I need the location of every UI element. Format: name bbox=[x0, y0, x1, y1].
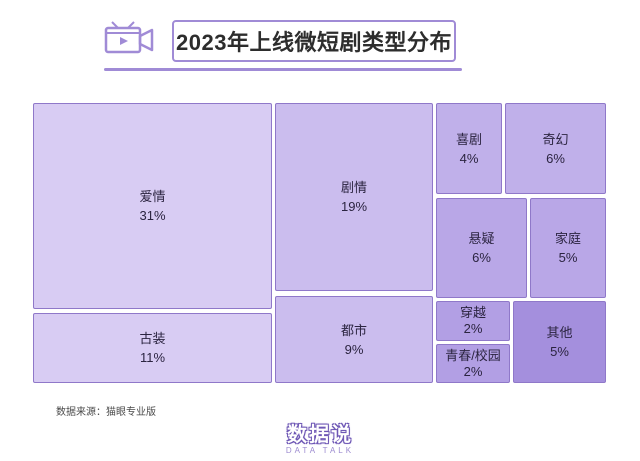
cell-value-label: 19% bbox=[340, 199, 368, 214]
cell-category-label: 悬疑 bbox=[468, 231, 495, 246]
title-underline bbox=[104, 68, 462, 71]
cell-category-label: 剧情 bbox=[340, 180, 367, 195]
cell-category-label: 古装 bbox=[139, 331, 166, 346]
cell-value-label: 6% bbox=[546, 150, 565, 166]
treemap-cell: 爱情 31% bbox=[33, 103, 272, 309]
cell-category-label: 喜剧 bbox=[455, 131, 482, 147]
cell-value-label: 11% bbox=[139, 350, 166, 365]
video-camera-icon bbox=[104, 21, 154, 54]
cell-value-label: 6% bbox=[472, 250, 491, 265]
cell-value-label: 5% bbox=[558, 250, 578, 265]
treemap-cell: 古装 11% bbox=[33, 313, 272, 383]
cell-category-label: 青春/校园 bbox=[445, 347, 501, 363]
cell-category-label: 爱情 bbox=[139, 189, 166, 204]
logo-main-text: 数据说 bbox=[287, 424, 353, 446]
cell-value-label: 2% bbox=[463, 321, 483, 336]
chart-title: 2023年上线微短剧类型分布 bbox=[172, 20, 456, 62]
data-source: 数据来源：猫眼专业版 bbox=[56, 407, 156, 418]
treemap-cell: 悬疑 6% bbox=[436, 198, 527, 298]
logo-sub-text: DATA TALK bbox=[285, 446, 355, 455]
brand-logo: 数据说 DATA TALK bbox=[274, 424, 366, 460]
cell-value-label: 31% bbox=[139, 208, 166, 223]
cell-category-label: 其他 bbox=[546, 325, 573, 340]
cell-value-label: 5% bbox=[550, 344, 569, 359]
treemap-cell: 都市 9% bbox=[275, 296, 433, 383]
treemap-cell: 剧情 19% bbox=[275, 103, 433, 291]
cell-category-label: 家庭 bbox=[554, 231, 581, 246]
cell-value-label: 2% bbox=[463, 363, 483, 379]
cell-category-label: 穿越 bbox=[459, 305, 486, 320]
cell-value-label: 9% bbox=[344, 341, 364, 357]
treemap-cell: 穿越 2% bbox=[436, 301, 510, 341]
cell-category-label: 都市 bbox=[340, 322, 367, 338]
chart-header: 2023年上线微短剧类型分布 bbox=[0, 0, 640, 80]
treemap-cell: 喜剧 4% bbox=[436, 103, 502, 194]
treemap-cell: 奇幻 6% bbox=[505, 103, 606, 194]
cell-category-label: 奇幻 bbox=[542, 131, 569, 147]
treemap-cell: 青春/校园 2% bbox=[436, 344, 510, 383]
treemap-cell: 其他 5% bbox=[513, 301, 606, 383]
treemap-cell: 家庭 5% bbox=[530, 198, 606, 298]
cell-value-label: 4% bbox=[459, 150, 479, 166]
